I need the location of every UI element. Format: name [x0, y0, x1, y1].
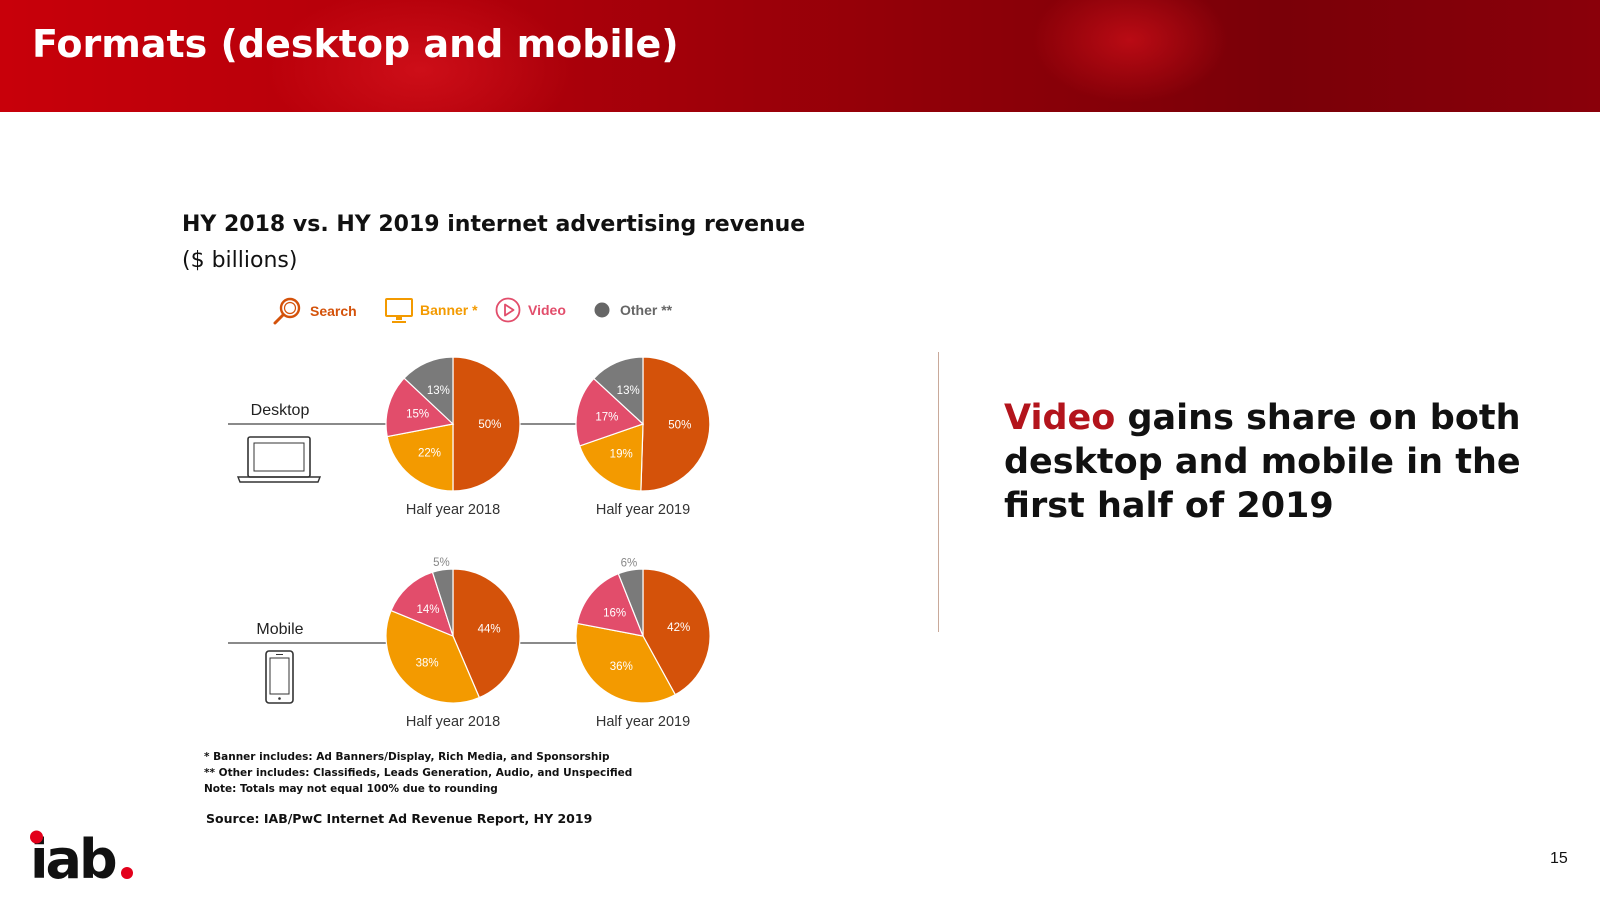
- row-label-mobile: Mobile: [256, 621, 303, 638]
- pie-slice-search: [452, 568, 521, 699]
- source-note: Source: IAB/PwC Internet Ad Revenue Repo…: [206, 811, 593, 826]
- pie-data-label: 22%: [418, 447, 441, 459]
- play-icon: [495, 297, 521, 323]
- pie-slice-other: [431, 568, 454, 637]
- iab-logo: iab: [30, 828, 133, 890]
- legend-label: Other **: [620, 302, 673, 318]
- header-banner: Formats (desktop and mobile): [0, 0, 1600, 112]
- legend-item-banner: Banner *: [384, 296, 478, 324]
- pie-caption: Half year 2019: [596, 502, 690, 518]
- pie-slice-search: [642, 568, 711, 696]
- pie-1-1: 42% 36% 16% 6% Half year 2019: [575, 557, 711, 730]
- pie-data-label: 42%: [667, 622, 690, 634]
- pie-caption: Half year 2018: [406, 502, 500, 518]
- footnote-rounding: Note: Totals may not equal 100% due to r…: [204, 783, 498, 795]
- footnote-banner: * Banner includes: Ad Banners/Display, R…: [204, 751, 610, 763]
- pie-slice-banner: [386, 423, 454, 492]
- pie-slice-other: [403, 356, 454, 426]
- pie-slice-video: [575, 377, 645, 447]
- pie-data-label: 16%: [603, 608, 626, 620]
- vertical-divider: [938, 352, 939, 632]
- footnotes: * Banner includes: Ad Banners/Display, R…: [204, 749, 632, 797]
- pie-slice-search: [640, 356, 711, 492]
- laptop-icon: [236, 436, 322, 483]
- pie-data-label: 50%: [668, 420, 691, 432]
- page-number: 15: [1550, 850, 1568, 867]
- legend-label: Video: [528, 302, 566, 318]
- pie-0-0: 50% 22% 15% 13% Half year 2018: [385, 356, 521, 518]
- pie-data-label: 5%: [433, 557, 450, 569]
- chart-subtitle: ($ billions): [182, 248, 298, 273]
- pie-data-label: 38%: [416, 657, 439, 669]
- pie-1-0: 44% 38% 14% 5% Half year 2018: [385, 557, 521, 730]
- search-icon: [273, 297, 301, 325]
- svg-text:iab: iab: [30, 828, 116, 890]
- pie-slice-banner: [575, 622, 677, 704]
- phone-icon: [265, 650, 294, 704]
- pies-layer: 50% 22% 15% 13% Half year 2018 50% 19% 17% 13% Ha…: [385, 356, 711, 730]
- pie-slice-other: [592, 356, 644, 426]
- pie-data-label: 50%: [478, 419, 501, 431]
- legend-item-other: Other **: [594, 296, 672, 324]
- dot-icon: [594, 302, 610, 318]
- legend-item-video: Video: [494, 296, 566, 324]
- row-label-desktop: Desktop: [251, 402, 310, 419]
- legend-item-search: Search: [272, 296, 357, 326]
- pie-data-label: 19%: [610, 449, 633, 461]
- takeaway-text: gains share on both desktop and mobile i…: [1004, 398, 1521, 526]
- pie-data-label: 13%: [427, 385, 450, 397]
- pie-data-label: 17%: [595, 412, 618, 424]
- pie-data-label: 15%: [406, 409, 429, 421]
- pie-data-label: 14%: [416, 604, 439, 616]
- pie-caption: Half year 2018: [406, 714, 500, 730]
- pie-slice-video: [576, 572, 644, 637]
- pie-slice-search: [452, 356, 521, 492]
- chart-title: HY 2018 vs. HY 2019 internet advertising…: [182, 212, 806, 237]
- footnote-other: ** Other includes: Classifieds, Leads Ge…: [204, 767, 633, 779]
- page-title: Formats (desktop and mobile): [32, 22, 679, 66]
- pie-caption: Half year 2019: [596, 714, 690, 730]
- key-takeaway: Video gains share on both desktop and mo…: [1004, 396, 1564, 528]
- legend-label: Search: [310, 303, 357, 319]
- pie-slice-video: [385, 377, 455, 438]
- pie-data-label: 44%: [478, 624, 501, 636]
- takeaway-highlight: Video: [1004, 398, 1116, 438]
- monitor-icon: [385, 298, 413, 323]
- pie-data-label: 6%: [621, 557, 638, 569]
- legend-label: Banner *: [420, 302, 478, 318]
- pie-0-1: 50% 19% 17% 13% Half year 2019: [575, 356, 711, 518]
- pie-slice-other: [617, 568, 644, 637]
- pie-data-label: 36%: [610, 661, 633, 673]
- pie-data-label: 13%: [617, 385, 640, 397]
- pie-slice-banner: [385, 609, 481, 704]
